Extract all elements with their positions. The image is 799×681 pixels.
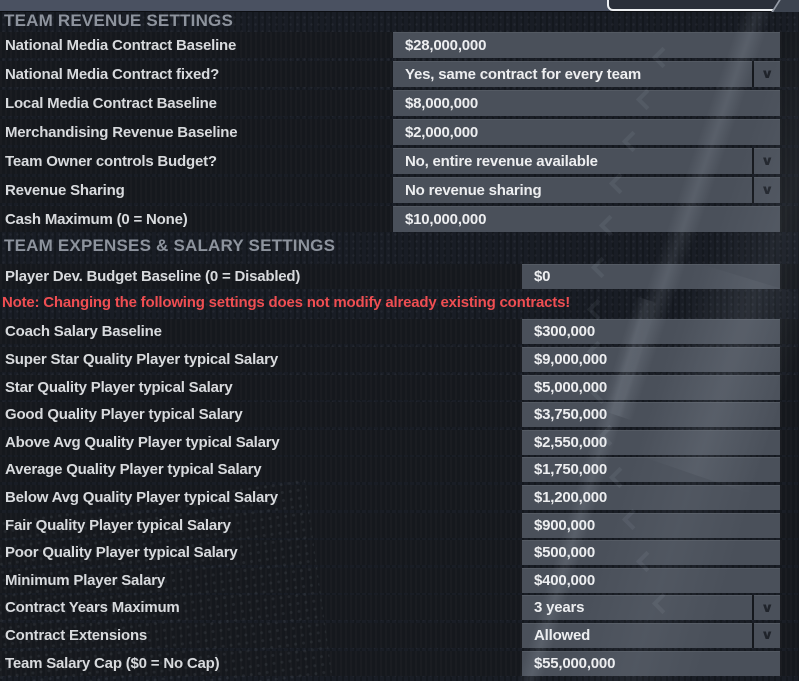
setting-label: Revenue Sharing [5, 181, 125, 199]
setting-label: Minimum Player Salary [5, 571, 166, 589]
note-row: Note: Changing the following settings do… [0, 292, 799, 314]
section-team-revenue: TEAM REVENUE SETTINGS National Media Con… [0, 10, 799, 235]
setting-label: Contract Extensions [5, 626, 148, 644]
settings-row: Team Owner controls Budget? No, entire r… [0, 148, 799, 174]
chevron-down-icon: ∨ [760, 153, 774, 168]
dropdown-button[interactable]: ∨ [754, 622, 780, 648]
setting-value-input[interactable] [522, 484, 780, 510]
setting-dropdown[interactable]: Allowed [522, 622, 752, 648]
setting-dropdown[interactable]: No, entire revenue available [393, 148, 752, 174]
settings-row: Revenue Sharing No revenue sharing ∨ [0, 177, 799, 203]
setting-label: National Media Contract Baseline [5, 36, 237, 54]
setting-value-input[interactable] [522, 374, 780, 400]
dropdown-button[interactable]: ∨ [754, 148, 780, 174]
setting-dropdown[interactable]: No revenue sharing [393, 177, 752, 203]
section-title-revenue: TEAM REVENUE SETTINGS [4, 11, 234, 30]
settings-row: Super Star Quality Player typical Salary [0, 346, 799, 372]
setting-value-input[interactable] [522, 650, 780, 676]
section-team-expenses: TEAM EXPENSES & SALARY SETTINGS Player D… [0, 236, 799, 678]
settings-row: Contract Years Maximum 3 years ∨ [0, 595, 799, 621]
chevron-down-icon: ∨ [760, 66, 774, 81]
contracts-warning-note: Note: Changing the following settings do… [2, 294, 571, 312]
settings-row: Minimum Player Salary [0, 567, 799, 593]
cropped-text-box[interactable] [607, 0, 783, 11]
settings-row: Good Quality Player typical Salary [0, 402, 799, 428]
top-bar [0, 0, 799, 12]
setting-value-input[interactable] [522, 429, 780, 455]
setting-label: Poor Quality Player typical Salary [5, 544, 238, 562]
setting-value-input[interactable] [393, 90, 780, 116]
setting-value-input[interactable] [522, 346, 780, 372]
setting-value-input[interactable] [393, 206, 780, 232]
setting-dropdown[interactable]: 3 years [522, 595, 752, 621]
setting-label: Average Quality Player typical Salary [5, 461, 262, 479]
settings-row: National Media Contract fixed? Yes, same… [0, 61, 799, 87]
settings-row: Local Media Contract Baseline [0, 90, 799, 116]
setting-label: Merchandising Revenue Baseline [5, 123, 238, 141]
setting-value-input[interactable] [393, 32, 780, 58]
settings-row: National Media Contract Baseline [0, 32, 799, 58]
chevron-down-icon: ∨ [760, 627, 774, 643]
setting-dropdown[interactable]: Yes, same contract for every team [393, 61, 752, 87]
settings-row: Star Quality Player typical Salary [0, 374, 799, 400]
setting-value-input[interactable] [522, 402, 780, 428]
expenses-rows: Player Dev. Budget Baseline (0 = Disable… [0, 264, 799, 676]
chevron-down-icon: ∨ [760, 182, 774, 197]
dropdown-button[interactable]: ∨ [754, 595, 780, 621]
setting-label: Above Avg Quality Player typical Salary [5, 433, 280, 451]
settings-row: Contract Extensions Allowed ∨ [0, 622, 799, 648]
setting-label: Below Avg Quality Player typical Salary [5, 488, 278, 506]
settings-row: Below Avg Quality Player typical Salary [0, 484, 799, 510]
setting-label: Team Salary Cap ($0 = No Cap) [5, 654, 220, 672]
setting-value-input[interactable] [522, 319, 780, 345]
setting-value-input[interactable] [522, 540, 780, 566]
setting-value-input[interactable] [522, 512, 780, 538]
chevron-down-icon: ∨ [760, 599, 774, 615]
setting-label: Team Owner controls Budget? [5, 152, 217, 170]
settings-row: Coach Salary Baseline [0, 319, 799, 345]
settings-row: Team Salary Cap ($0 = No Cap) [0, 650, 799, 676]
setting-label: Contract Years Maximum [5, 599, 180, 617]
settings-row: Poor Quality Player typical Salary [0, 540, 799, 566]
section-title-expenses: TEAM EXPENSES & SALARY SETTINGS [4, 236, 336, 255]
setting-label: Local Media Contract Baseline [5, 94, 217, 112]
setting-value-input[interactable] [522, 567, 780, 593]
setting-label: National Media Contract fixed? [5, 65, 220, 83]
setting-label: Cash Maximum (0 = None) [5, 210, 188, 228]
setting-label: Coach Salary Baseline [5, 323, 162, 341]
settings-row: Above Avg Quality Player typical Salary [0, 429, 799, 455]
setting-value-input[interactable] [522, 264, 780, 289]
setting-label: Star Quality Player typical Salary [5, 378, 233, 396]
setting-label: Player Dev. Budget Baseline (0 = Disable… [5, 268, 301, 285]
settings-row: Cash Maximum (0 = None) [0, 206, 799, 232]
dropdown-button[interactable]: ∨ [754, 177, 780, 203]
setting-value-input[interactable] [522, 457, 780, 483]
setting-label: Super Star Quality Player typical Salary [5, 350, 278, 368]
dropdown-button[interactable]: ∨ [754, 61, 780, 87]
settings-row: Average Quality Player typical Salary [0, 457, 799, 483]
setting-value-input[interactable] [393, 119, 780, 145]
revenue-rows: National Media Contract Baseline Nationa… [0, 32, 799, 232]
settings-row: Fair Quality Player typical Salary [0, 512, 799, 538]
settings-row: Player Dev. Budget Baseline (0 = Disable… [0, 264, 799, 289]
setting-label: Good Quality Player typical Salary [5, 406, 243, 424]
setting-label: Fair Quality Player typical Salary [5, 516, 231, 534]
settings-row: Merchandising Revenue Baseline [0, 119, 799, 145]
